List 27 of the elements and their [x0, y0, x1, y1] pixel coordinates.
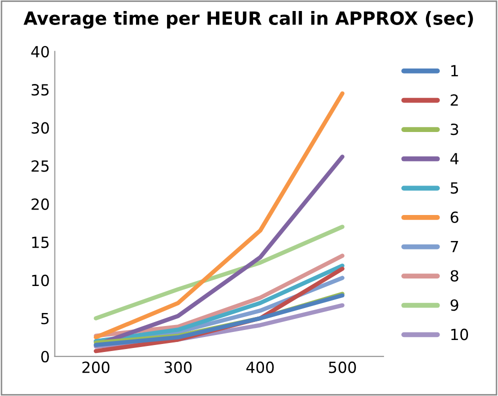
y-tick-label: 20 — [32, 198, 49, 210]
legend-label: 7 — [450, 240, 458, 252]
legend-label: 10 — [451, 328, 468, 340]
x-tick-label: 300 — [164, 362, 192, 374]
line-series — [94, 91, 344, 340]
legend-label: 3 — [450, 124, 458, 136]
y-tick-label: 25 — [32, 160, 49, 172]
y-tick-label: 15 — [32, 236, 49, 248]
line-series — [94, 224, 344, 320]
y-tick-label: 10 — [32, 274, 49, 286]
y-tick-label: 35 — [32, 84, 49, 96]
legend-label: 9 — [450, 299, 458, 311]
legend-label: 5 — [450, 182, 458, 194]
y-tick-label: 40 — [31, 46, 49, 58]
x-tick-label: 400 — [246, 362, 274, 374]
legend-label: 1 — [451, 65, 458, 76]
legend-label: 2 — [450, 94, 458, 106]
y-tick-label: 0 — [41, 350, 49, 362]
line-series — [94, 154, 344, 348]
x-tick-label: 200 — [82, 362, 110, 374]
legend-label: 4 — [450, 153, 458, 164]
legend-label: 6 — [450, 211, 458, 224]
legend-label: 8 — [450, 270, 458, 282]
chart-title: Average time per HEUR call in APPROX (sec) — [24, 10, 473, 29]
y-tick-label: 30 — [32, 122, 49, 134]
x-tick-label: 500 — [328, 362, 356, 374]
y-tick-label: 5 — [41, 312, 49, 324]
